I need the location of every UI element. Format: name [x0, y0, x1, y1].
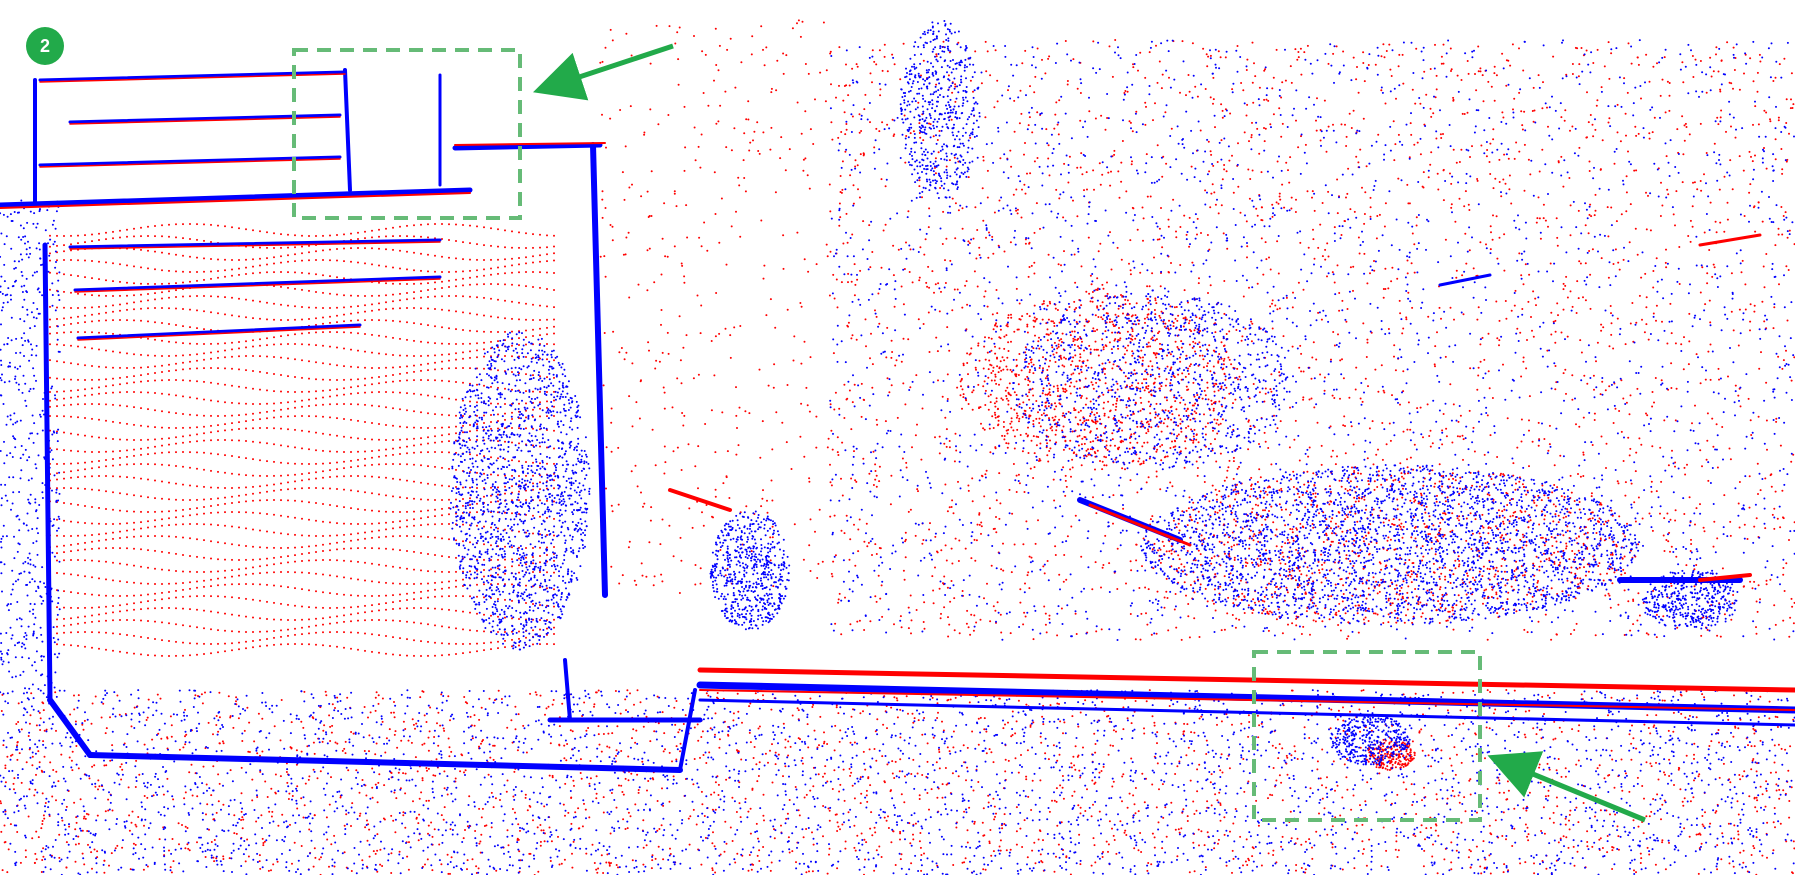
- source-point-cloud: [0, 19, 1795, 875]
- highlight-box-upper: [292, 48, 522, 220]
- highlight-box-lower: [1252, 650, 1482, 822]
- target-point-cloud: [0, 20, 1795, 875]
- arrow-upper: [533, 43, 674, 101]
- arrow-lower: [1487, 751, 1646, 823]
- source-structure-lines: [0, 73, 1795, 711]
- figure-number-badge: 2: [26, 27, 64, 65]
- target-structure-lines: [0, 68, 1795, 773]
